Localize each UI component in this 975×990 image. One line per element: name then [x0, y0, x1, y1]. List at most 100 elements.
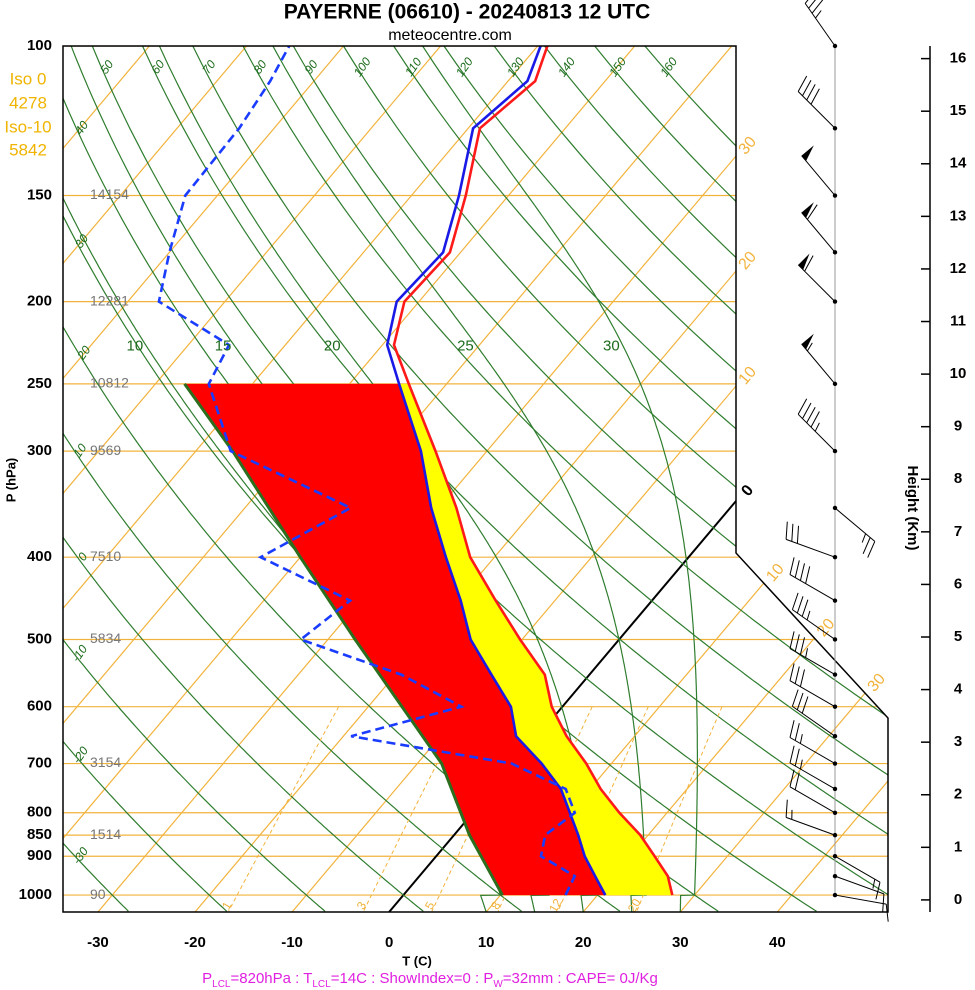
- isobar-height-label: 14154: [90, 186, 129, 202]
- barb-base: [832, 854, 838, 859]
- isobar-height-label: 10812: [90, 375, 129, 391]
- y-tick-label: 700: [27, 755, 52, 772]
- dry-adiabat: [192, 46, 888, 912]
- barb-lines: [801, 155, 836, 196]
- barb-lines: [789, 663, 836, 708]
- y2-tick-label: 2: [954, 786, 962, 803]
- wind-barb: [791, 689, 838, 739]
- isotherm: [97, 46, 830, 912]
- iso0-height: 4278: [9, 93, 47, 112]
- footer: PLCL=820hPa : TLCL=14C : ShowIndex=0 : P…: [202, 970, 658, 990]
- y-tick-label: 300: [27, 442, 52, 459]
- wind-barb: [789, 745, 838, 792]
- footer-part: LCL: [312, 979, 331, 990]
- moist-adiabat-label: 15: [215, 338, 232, 355]
- dry-adiabat: [292, 46, 888, 912]
- profile-line: [385, 46, 607, 896]
- x-tick-label: -20: [184, 934, 206, 951]
- y-tick-label: 100: [27, 37, 52, 54]
- wind-barb: [797, 253, 838, 304]
- dry-adiabat: [63, 46, 228, 912]
- wind-barb: [832, 505, 876, 558]
- barb-base: [832, 786, 838, 792]
- wind-barb: [789, 557, 838, 603]
- y-tick-label: 150: [27, 186, 52, 203]
- dry-adiabat-label: 0: [75, 550, 90, 564]
- isotherm: [63, 46, 247, 912]
- wind-barb: [832, 854, 881, 900]
- barb-flags: [801, 333, 814, 350]
- barb-lines: [789, 720, 836, 764]
- y2-tick-label: 14: [950, 155, 967, 172]
- isobar-height-label: 5834: [90, 630, 121, 646]
- barb-base: [832, 892, 838, 898]
- barb-flags: [798, 253, 810, 270]
- barb-lines: [789, 745, 836, 790]
- y2-tick-label: 16: [950, 50, 967, 67]
- barb-lines: [785, 521, 836, 558]
- dry-adiabat-label: 50: [97, 57, 116, 76]
- y-tick-label: 250: [27, 375, 52, 392]
- barb-base: [832, 704, 838, 709]
- wind-barb: [832, 873, 885, 912]
- isobar-height-label: 90: [90, 886, 106, 902]
- plot-area: [63, 46, 888, 912]
- x-tick-label: 0: [385, 934, 393, 951]
- iso0-label: Iso 0: [10, 69, 47, 88]
- isobar-height-label: 12281: [90, 292, 129, 308]
- wind-barb: [801, 333, 838, 387]
- isotherm-label: 10: [736, 363, 761, 388]
- wind-barb: [789, 769, 838, 815]
- isotherm: [63, 46, 345, 912]
- isotherm: [63, 46, 442, 912]
- y2-tick-label: 0: [954, 891, 962, 908]
- chart-subtitle: meteocentre.com: [388, 27, 512, 44]
- wind-barb: [789, 631, 838, 677]
- barb-flags: [801, 145, 814, 162]
- y2-tick-label: 8: [954, 470, 962, 487]
- x-tick-label: 30: [672, 934, 689, 951]
- dry-adiabat-label: 110: [402, 55, 425, 79]
- dry-adiabat-label: 80: [250, 57, 269, 76]
- y-tick-label: 400: [27, 548, 52, 565]
- fill-red: [184, 383, 606, 896]
- iso10-height: 5842: [9, 140, 47, 159]
- dry-adiabat-label: 130: [504, 55, 527, 80]
- moist-adiabat-label: 25: [457, 338, 474, 355]
- y2-tick-label: 4: [954, 681, 963, 698]
- y2-tick-label: 10: [950, 365, 967, 382]
- isotherm-label: 10: [763, 561, 788, 586]
- barb-base: [832, 43, 838, 49]
- isotherm-label: 20: [736, 248, 761, 273]
- isobar-height-label: 9569: [90, 442, 121, 458]
- isobar-height-label: 3154: [90, 754, 121, 770]
- barb-base: [832, 505, 838, 511]
- x-tick-label: 10: [478, 934, 495, 951]
- barb-base: [832, 637, 838, 642]
- y-tick-label: 900: [27, 847, 52, 864]
- wind-barb: [797, 398, 838, 454]
- moist-adiabat-label: 10: [127, 338, 144, 355]
- dry-adiabat-label: -10: [69, 642, 91, 665]
- chart-title: PAYERNE (06610) - 20240813 12 UTC: [284, 1, 651, 24]
- barb-lines: [791, 592, 836, 640]
- wind-barb: [832, 892, 889, 922]
- barb-base: [832, 734, 838, 739]
- dry-adiabat-label: 120: [453, 55, 476, 80]
- barb-lines: [797, 255, 836, 302]
- mixing-ratio: [363, 706, 467, 912]
- mixing-ratio-label: 12: [546, 896, 565, 915]
- dry-adiabat: [63, 46, 522, 912]
- barb-lines: [801, 342, 836, 385]
- wind-barb: [797, 75, 838, 131]
- profile-line: [392, 46, 674, 896]
- barb-lines: [791, 689, 836, 737]
- y2-tick-label: 6: [954, 575, 962, 592]
- y2-tick-label: 15: [950, 102, 967, 119]
- y2-tick-label: 3: [954, 733, 962, 750]
- barb-lines: [789, 631, 836, 676]
- wind-barb: [789, 720, 838, 766]
- dry-adiabat-label: 90: [302, 57, 321, 76]
- dry-adiabat-label: 60: [148, 57, 167, 76]
- y2-tick-label: 11: [950, 312, 966, 329]
